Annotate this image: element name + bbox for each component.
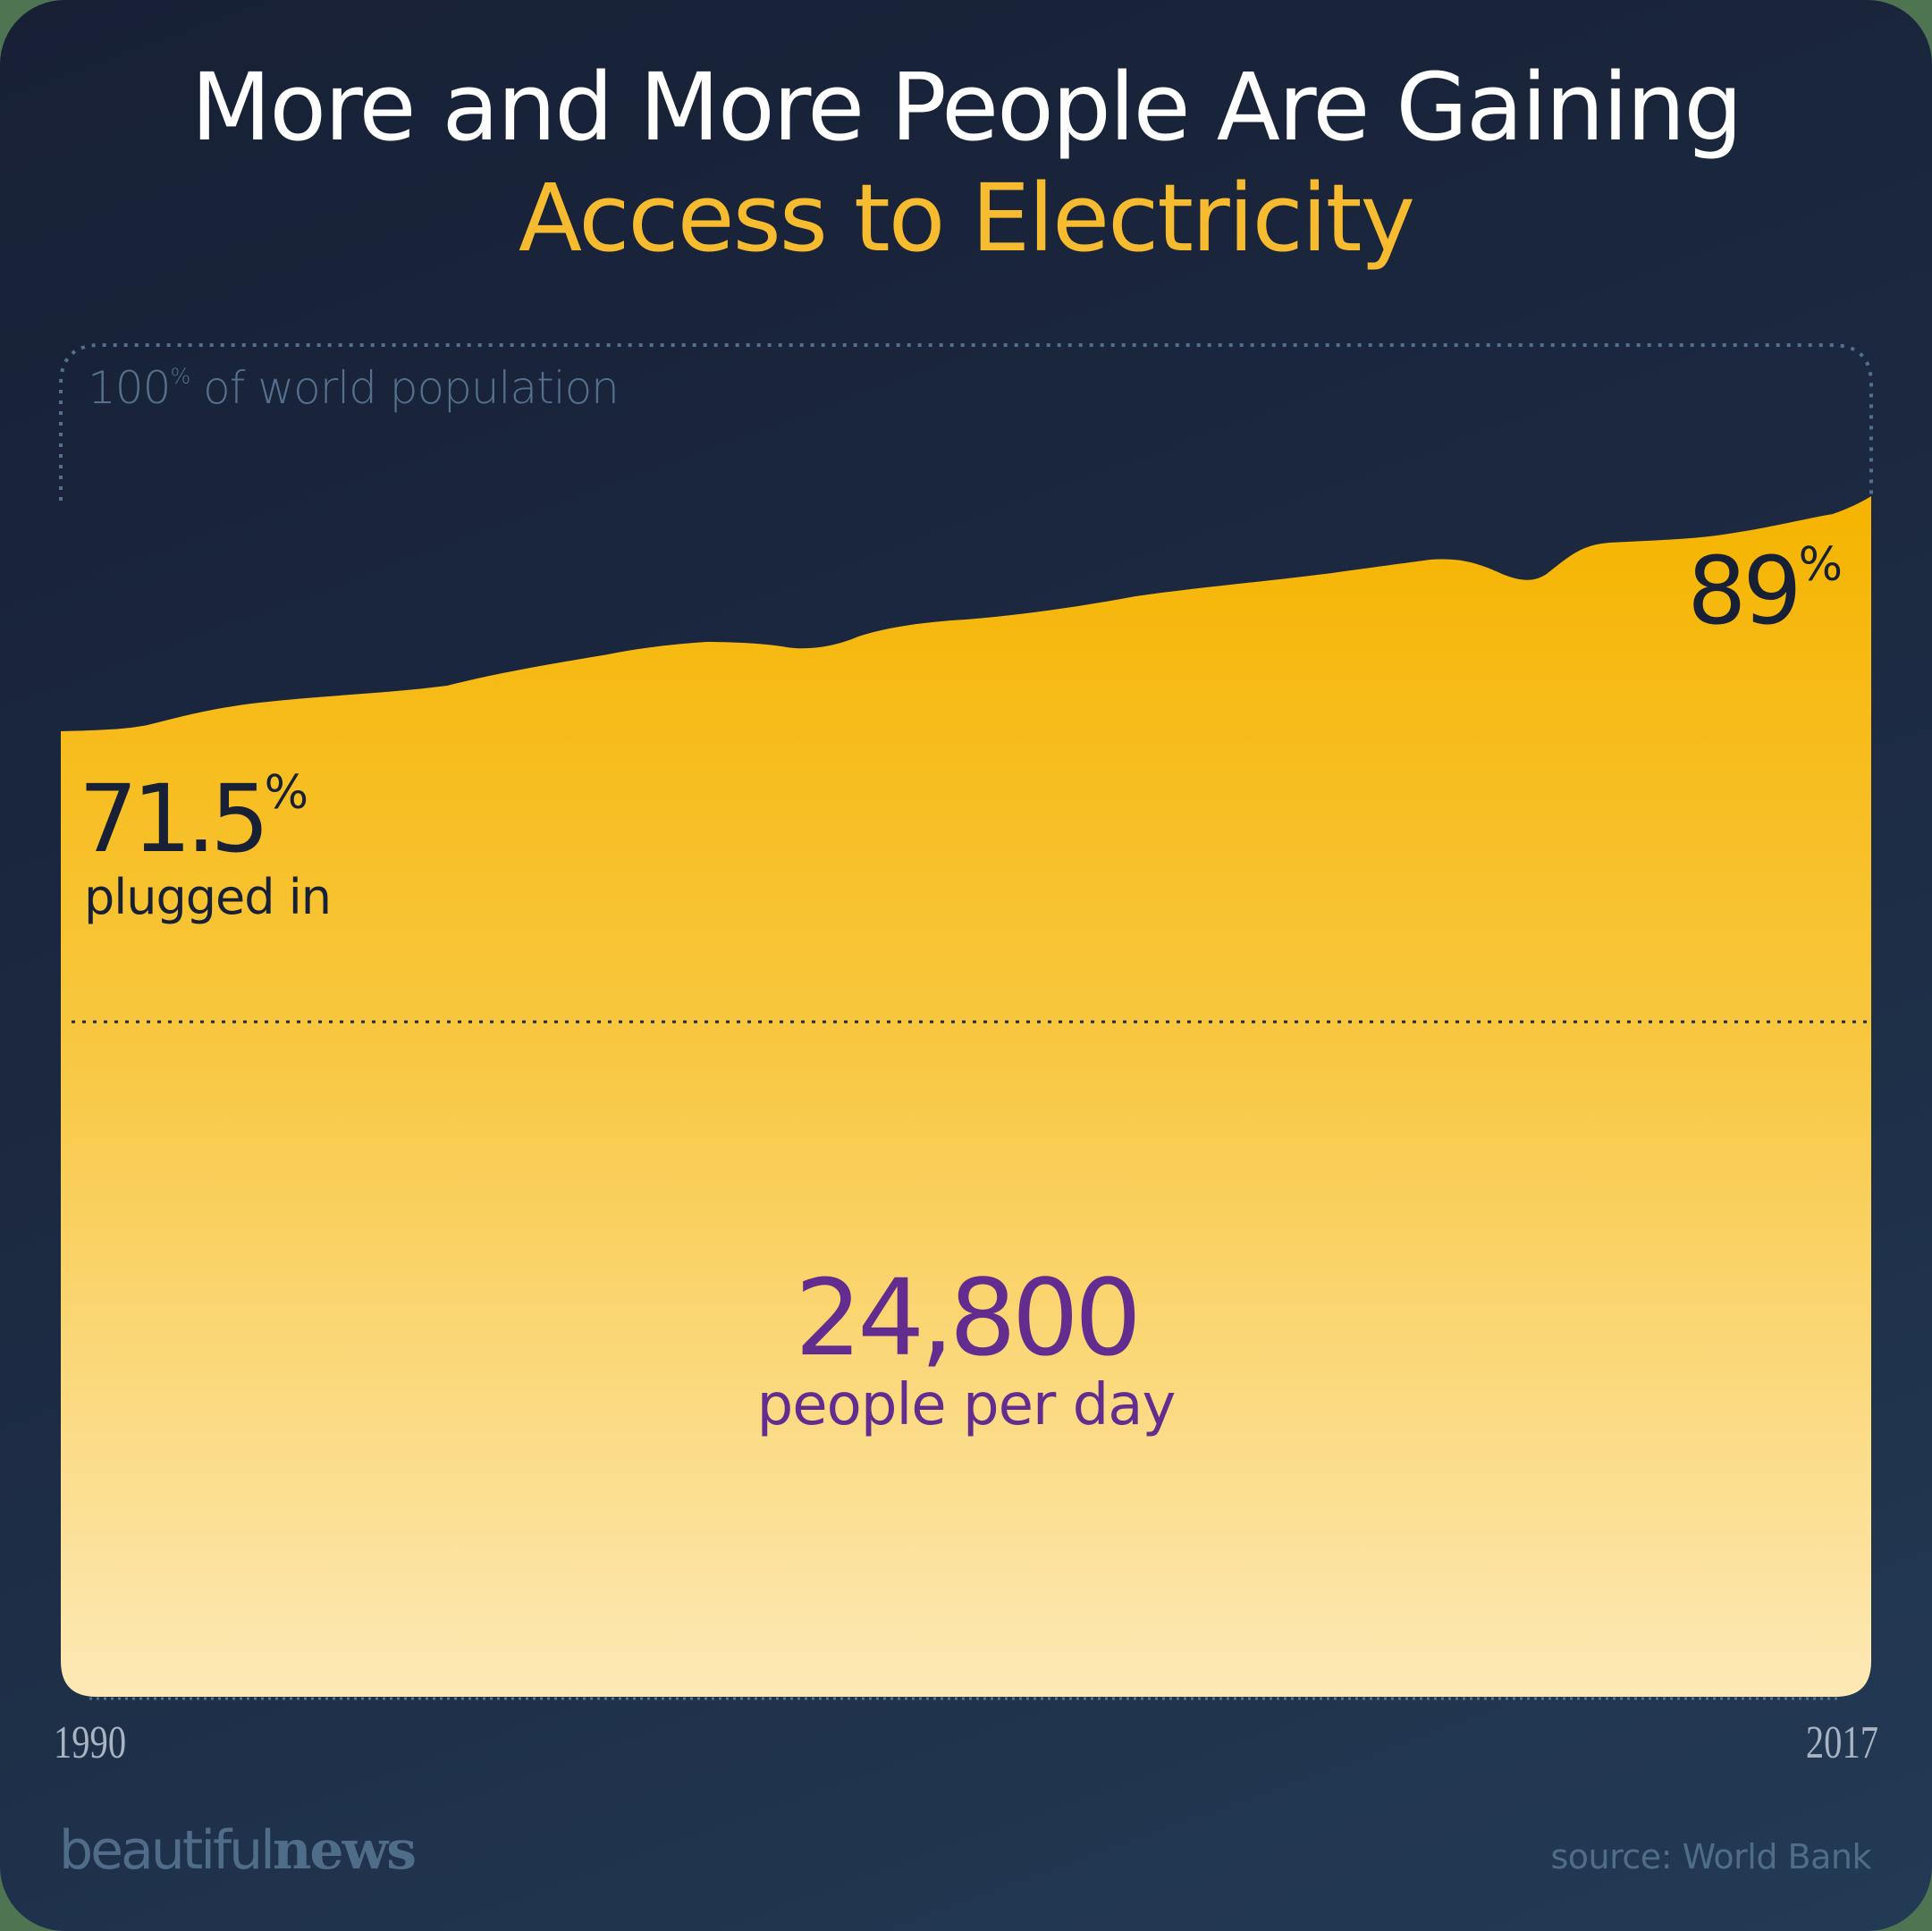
start-value-label: 71.5% bbox=[79, 764, 308, 873]
x-axis-end-year: 2017 bbox=[1805, 1717, 1878, 1768]
people-per-day-number: 24,800 bbox=[795, 1256, 1142, 1379]
title-line-2: Access to Electricity bbox=[518, 164, 1415, 273]
hundred-percent-label: 100% of world population bbox=[88, 362, 620, 414]
x-axis-start-year: 1990 bbox=[54, 1717, 127, 1768]
title-line-1: More and More People Are Gaining bbox=[190, 53, 1743, 162]
beautiful-news-logo: beautifulnews bbox=[59, 1819, 417, 1882]
end-value-label: 89% bbox=[1687, 536, 1843, 645]
access-area bbox=[61, 496, 1871, 1697]
start-value-caption: plugged in bbox=[84, 869, 332, 925]
source-label: source: World Bank bbox=[1550, 1837, 1872, 1876]
people-per-day-caption: people per day bbox=[756, 1372, 1177, 1438]
